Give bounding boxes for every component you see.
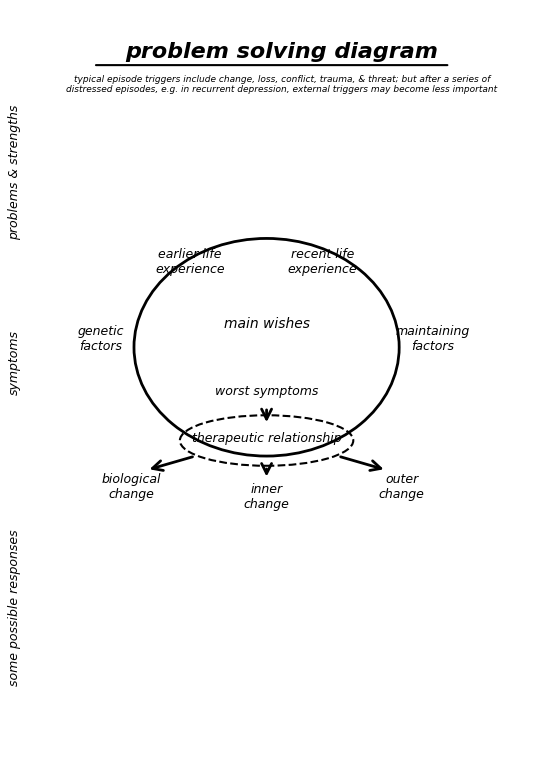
Text: genetic
factors: genetic factors [78, 325, 124, 353]
Text: problem solving diagram: problem solving diagram [125, 42, 438, 62]
Text: typical episode triggers include change, loss, conflict, trauma, & threat; but a: typical episode triggers include change,… [66, 75, 497, 94]
Text: therapeutic relationship: therapeutic relationship [192, 432, 341, 445]
Text: symptoms: symptoms [8, 330, 21, 395]
Text: some possible responses: some possible responses [8, 530, 21, 686]
Text: worst symptoms: worst symptoms [215, 385, 318, 398]
Text: biological
change: biological change [102, 473, 161, 502]
Text: outer
change: outer change [379, 473, 424, 502]
Text: recent life
experience: recent life experience [288, 248, 357, 276]
Text: problems & strengths: problems & strengths [8, 105, 21, 240]
Text: main wishes: main wishes [224, 317, 309, 331]
Text: earlier life
experience: earlier life experience [156, 248, 225, 276]
Text: inner
change: inner change [244, 484, 289, 511]
Text: maintaining
factors: maintaining factors [395, 325, 469, 353]
